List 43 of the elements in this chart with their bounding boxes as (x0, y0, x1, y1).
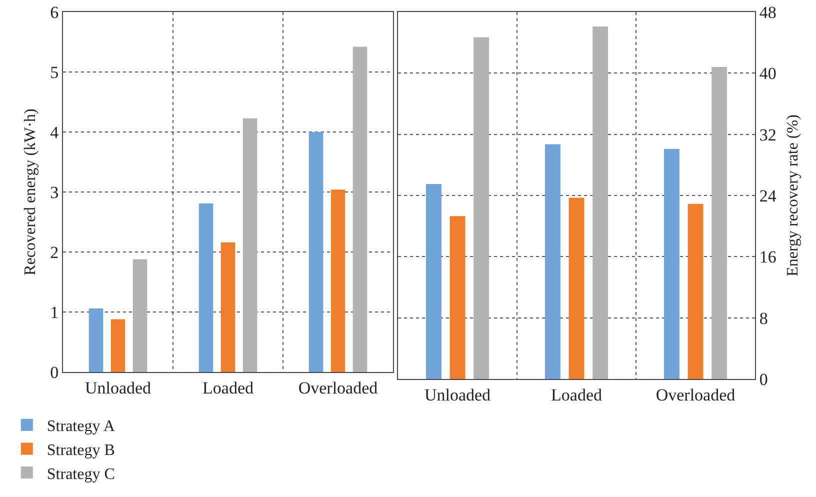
y2-tick-label: 32 (759, 125, 776, 144)
bar (712, 67, 728, 379)
y-tick-label: 0 (50, 362, 59, 382)
bar (132, 259, 148, 372)
y-tick-label: 1 (50, 302, 59, 322)
y-tick-label: 2 (50, 242, 59, 262)
y2-tick-label: 48 (759, 2, 776, 22)
x-tick-label: Overloaded (656, 385, 736, 404)
bar (592, 26, 608, 379)
y2-tick-label: 16 (759, 248, 776, 267)
bar (308, 132, 324, 372)
bar (426, 184, 442, 379)
bar (544, 144, 560, 379)
x-tick-label: Unloaded (84, 378, 152, 398)
y-tick-label: 3 (50, 182, 59, 202)
bar (568, 198, 584, 379)
y2-tick-label: 40 (759, 64, 776, 84)
y2-tick-label: 8 (759, 308, 768, 328)
legend-label: Strategy A (46, 418, 116, 436)
x-tick-label: Loaded (202, 378, 254, 398)
legend-label: Strategy C (46, 466, 115, 483)
bar (88, 308, 104, 372)
y2-axis-title: Energy recovery rate (%) (784, 114, 802, 276)
x-tick-label: Unloaded (424, 385, 492, 404)
bar (198, 203, 214, 372)
y2-tick-label: 24 (759, 186, 777, 206)
legend-label: Strategy B (46, 442, 115, 459)
bar (330, 190, 346, 372)
bar (220, 242, 236, 372)
bar (110, 319, 126, 372)
x-tick-label: Overloaded (298, 378, 378, 398)
x-tick-label: Loaded (551, 385, 602, 404)
y-axis-title: Recovered energy (kW·h) (22, 108, 39, 276)
y-tick-label: 5 (50, 62, 59, 82)
y-tick-label: 4 (50, 122, 60, 142)
bar (242, 118, 258, 372)
bar (474, 37, 490, 379)
bar (450, 216, 466, 379)
y2-tick-label: 0 (759, 370, 768, 389)
bar (352, 46, 368, 372)
bar (664, 148, 680, 379)
bar (688, 204, 704, 379)
y-tick-label: 6 (50, 2, 59, 22)
